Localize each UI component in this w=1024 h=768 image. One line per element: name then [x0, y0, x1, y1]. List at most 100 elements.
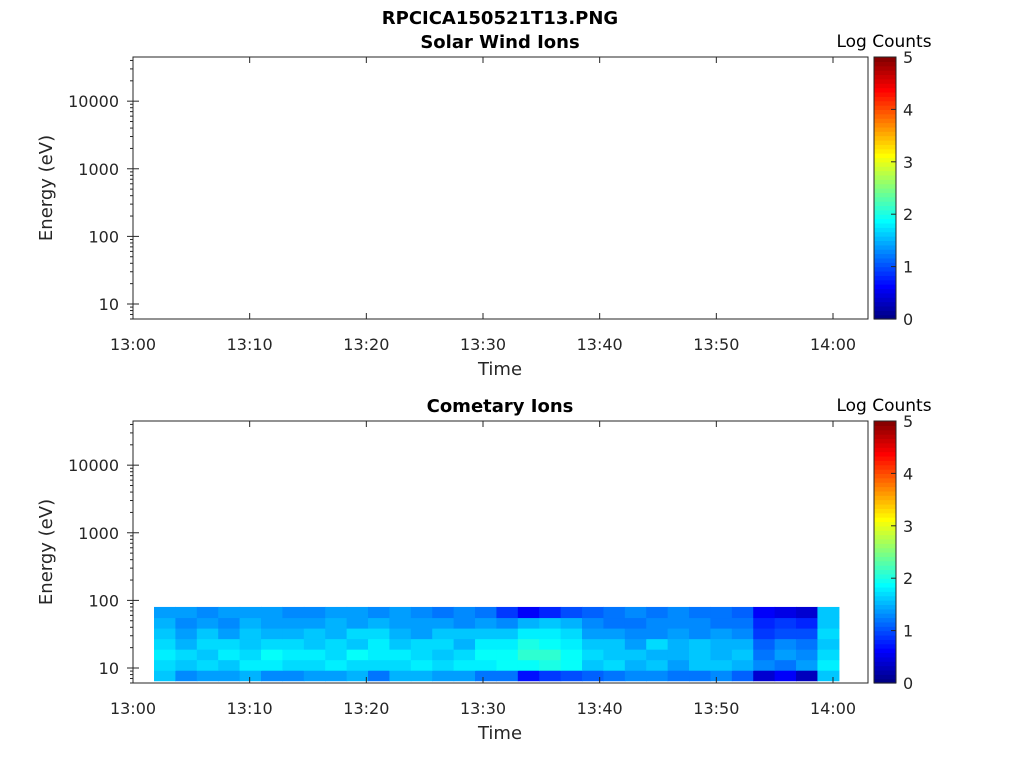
heatmap-cell	[175, 628, 198, 640]
colorbar-segment	[874, 425, 896, 431]
heatmap-cell	[154, 617, 176, 629]
heatmap-cell	[410, 670, 433, 682]
y-tick-label: 100	[88, 591, 119, 610]
colorbar-segment	[874, 266, 896, 272]
plot-frame	[132, 56, 869, 320]
colorbar-segment	[874, 617, 896, 623]
heatmap-cell	[731, 617, 754, 629]
heatmap-cell	[346, 638, 369, 650]
heatmap-cell	[582, 628, 605, 640]
colorbar-segment	[874, 613, 896, 619]
colorbar-segment	[874, 109, 896, 115]
heatmap-cell	[731, 670, 754, 682]
heatmap-cell	[689, 649, 712, 661]
heatmap-cell	[731, 638, 754, 650]
x-tick-label: 13:20	[343, 699, 389, 718]
y-tick-label: 10000	[68, 456, 119, 475]
colorbar-segment	[874, 595, 896, 601]
y-tick-label: 1000	[78, 524, 119, 543]
heatmap-cell	[239, 649, 262, 661]
heatmap-cell	[389, 659, 412, 671]
heatmap-cell	[410, 659, 433, 671]
heatmap-cells	[154, 606, 840, 682]
heatmap-cell	[389, 606, 412, 619]
colorbar-frame	[873, 56, 897, 320]
heatmap-cell	[753, 617, 776, 629]
heatmap-cell	[325, 606, 348, 619]
colorbar-segment	[874, 87, 896, 93]
colorbar-segment	[874, 166, 896, 172]
heatmap-cell	[496, 617, 519, 629]
heatmap-cell	[517, 628, 540, 640]
heatmap-cell	[475, 659, 498, 671]
heatmap-cell	[154, 628, 176, 640]
heatmap-cell	[346, 617, 369, 629]
heatmap-cell	[603, 606, 626, 619]
heatmap-cell	[175, 606, 198, 619]
plot-frame	[132, 420, 869, 684]
colorbar-segment	[874, 96, 896, 102]
colorbar-segment	[874, 148, 896, 154]
colorbar-segment	[874, 469, 896, 474]
panel-title: Cometary Ions	[427, 396, 574, 417]
colorbar-segment	[874, 621, 896, 627]
heatmap-cell	[154, 606, 176, 619]
colorbar-segment	[874, 314, 896, 320]
heatmap-cell	[368, 659, 391, 671]
heatmap-cell	[282, 659, 305, 671]
heatmap-cell	[753, 670, 776, 682]
heatmap-cell	[410, 649, 433, 661]
heatmap-cell	[646, 606, 669, 619]
colorbar-segment	[874, 556, 896, 562]
colorbar-segment	[874, 227, 896, 233]
heatmap-cell	[175, 670, 198, 682]
colorbar-segment	[874, 661, 896, 667]
heatmap-cell	[624, 649, 647, 661]
heatmap-cell	[646, 617, 669, 629]
heatmap-cell	[239, 606, 262, 619]
heatmap-cell	[218, 659, 241, 671]
heatmap-cell	[475, 628, 498, 640]
colorbar-segment	[874, 231, 896, 237]
colorbar-segment	[874, 284, 896, 290]
heatmap-cell	[303, 670, 326, 682]
colorbar-segment	[874, 214, 896, 220]
colorbar-segment	[874, 292, 896, 298]
heatmap-cell	[560, 638, 583, 650]
heatmap-cell	[389, 617, 412, 629]
panel-solar-wind: Solar Wind Ions 13:00 13:10 13:20 13:30 13:4…	[36, 32, 932, 380]
colorbar-segment	[874, 508, 896, 514]
heatmap-cell	[368, 638, 391, 650]
heatmap-cell	[175, 649, 198, 661]
heatmap-cell	[731, 628, 754, 640]
heatmap-cell	[453, 649, 476, 661]
colorbar-segment	[874, 421, 896, 426]
heatmap-cell	[325, 649, 348, 661]
colorbar-segment	[874, 678, 896, 684]
heatmap-cell	[667, 659, 690, 671]
heatmap-cell	[282, 628, 305, 640]
plot-area	[132, 56, 869, 320]
heatmap-cell	[753, 659, 776, 671]
heatmap-cell	[774, 628, 797, 640]
heatmap-cell	[753, 649, 776, 661]
heatmap-cell	[539, 659, 562, 671]
x-tick-label: 13:00	[110, 335, 156, 354]
heatmap-cell	[774, 617, 797, 629]
colorbar-segment	[874, 310, 896, 316]
heatmap-cell	[496, 659, 519, 671]
colorbar-tick-label: 1	[903, 258, 913, 277]
colorbar-segment	[874, 630, 896, 636]
heatmap-cell	[582, 606, 605, 619]
figure-title: RPCICA150521T13.PNG	[382, 8, 618, 29]
colorbar-segment	[874, 447, 896, 453]
heatmap-cell	[689, 628, 712, 640]
heatmap-cell	[432, 659, 455, 671]
heatmap-cell	[560, 659, 583, 671]
colorbar-segment	[874, 547, 896, 553]
x-tick-label: 13:10	[227, 699, 273, 718]
heatmap-cell	[560, 606, 583, 619]
colorbar-segment	[874, 565, 896, 571]
x-tick-label: 13:30	[460, 699, 506, 718]
heatmap-cell	[346, 628, 369, 640]
